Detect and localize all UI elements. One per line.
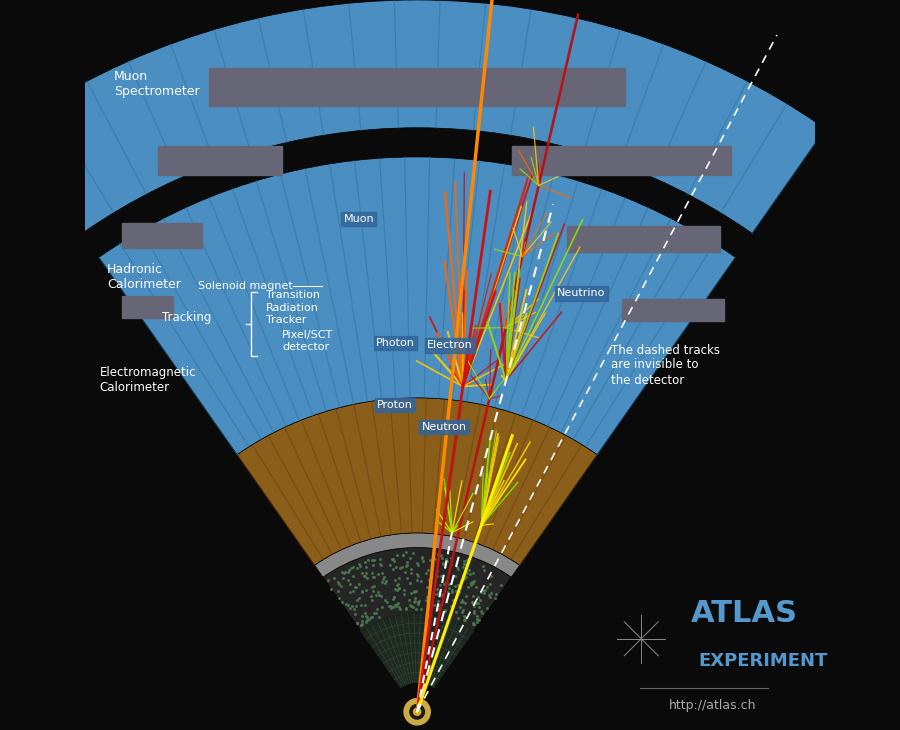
Text: detector: detector: [282, 342, 329, 352]
Text: Solenoid magnet: Solenoid magnet: [198, 281, 292, 291]
Text: Neutrino: Neutrino: [557, 288, 606, 299]
Text: Tracker: Tracker: [266, 315, 306, 326]
Text: Neutron: Neutron: [422, 422, 467, 432]
Text: Muon
Spectrometer: Muon Spectrometer: [114, 70, 200, 98]
Text: Pixel/SCT: Pixel/SCT: [282, 330, 333, 340]
Text: Photon: Photon: [376, 338, 415, 348]
Bar: [512, 146, 731, 175]
Text: ATLAS: ATLAS: [691, 599, 798, 628]
Wedge shape: [9, 0, 825, 234]
Wedge shape: [361, 613, 473, 688]
Text: Muon: Muon: [344, 214, 374, 224]
Text: http://atlas.ch: http://atlas.ch: [669, 699, 757, 712]
Wedge shape: [315, 533, 519, 577]
Bar: [209, 68, 626, 106]
Text: Hadronic
Calorimeter: Hadronic Calorimeter: [107, 264, 181, 291]
Text: Electron: Electron: [428, 340, 473, 350]
Bar: [122, 223, 202, 248]
Wedge shape: [99, 157, 735, 455]
Wedge shape: [323, 548, 511, 631]
Text: Tracking: Tracking: [162, 311, 211, 324]
Circle shape: [413, 708, 421, 715]
Text: Proton: Proton: [377, 400, 413, 410]
Bar: [122, 296, 173, 318]
Text: Electromagnetic
Calorimeter: Electromagnetic Calorimeter: [100, 366, 196, 393]
Circle shape: [404, 699, 430, 725]
Text: The dashed tracks
are invisible to
the detector: The dashed tracks are invisible to the d…: [610, 344, 720, 386]
Text: EXPERIMENT: EXPERIMENT: [698, 652, 828, 669]
Text: Transition: Transition: [266, 290, 320, 300]
Circle shape: [410, 704, 425, 719]
Wedge shape: [237, 398, 598, 565]
Text: Radiation: Radiation: [266, 303, 319, 313]
Bar: [567, 226, 720, 252]
Bar: [158, 146, 282, 175]
Bar: [622, 299, 724, 321]
